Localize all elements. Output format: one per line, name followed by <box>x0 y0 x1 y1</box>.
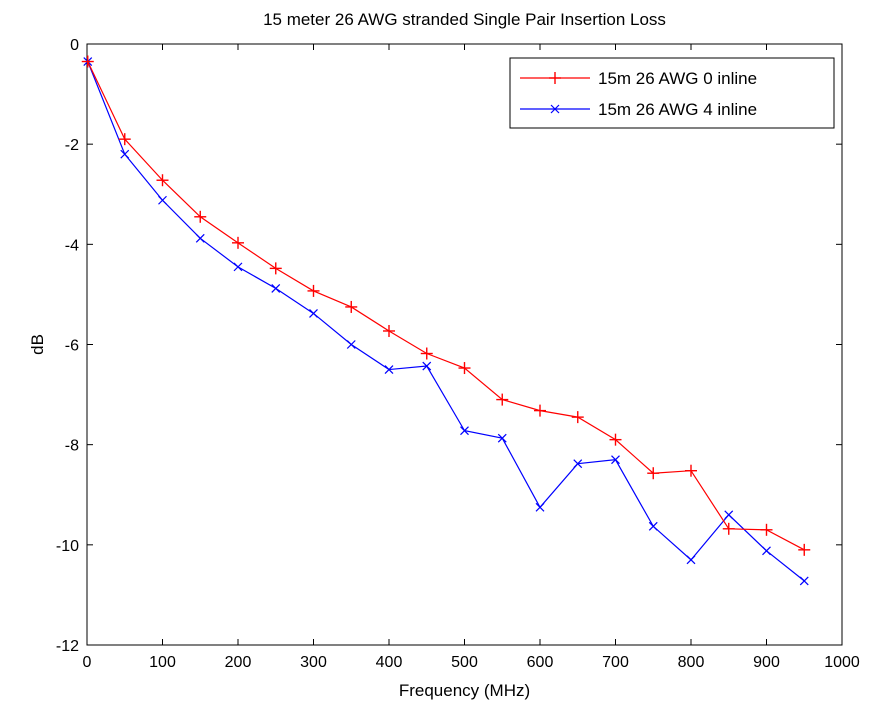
data-point <box>571 411 584 424</box>
data-point <box>573 459 583 469</box>
data-point <box>118 133 131 146</box>
data-point <box>81 55 94 68</box>
y-tick-label: 0 <box>70 37 79 54</box>
legend-entries: 15m 26 AWG 0 inline 15m 26 AWG 4 inline <box>520 69 757 119</box>
x-tick-label: 800 <box>678 654 705 671</box>
x-tick-label: 700 <box>602 654 629 671</box>
data-point <box>534 404 546 417</box>
x-tick-label: 900 <box>753 654 780 671</box>
legend: 15m 26 AWG 0 inline 15m 26 AWG 4 inline <box>509 57 835 129</box>
y-axis-label: dB <box>28 334 47 355</box>
series-layer <box>81 55 811 586</box>
x-tick-label: 1000 <box>824 654 860 671</box>
x-tick-label: 200 <box>225 654 252 671</box>
legend-marker <box>549 72 561 84</box>
data-point <box>609 433 622 446</box>
legend-entry: 15m 26 AWG 0 inline <box>520 69 757 88</box>
x-axis-ticks: 0 100 200 300 400 500 600 700 800 900 1000 <box>83 44 860 671</box>
y-tick-label: -12 <box>56 638 79 655</box>
data-point <box>760 523 773 536</box>
legend-label: 15m 26 AWG 0 inline <box>598 69 757 88</box>
data-point <box>232 236 244 249</box>
x-tick-label: 300 <box>300 654 327 671</box>
chart-title: 15 meter 26 AWG stranded Single Pair Ins… <box>263 10 666 29</box>
x-axis-label: Frequency (MHz) <box>399 681 530 700</box>
data-point <box>798 543 811 556</box>
x-tick-label: 500 <box>451 654 478 671</box>
data-point <box>535 502 545 512</box>
data-point <box>762 546 771 556</box>
y-tick-label: -2 <box>65 137 79 154</box>
data-point <box>497 433 507 443</box>
data-point <box>269 262 282 275</box>
data-point <box>156 174 169 187</box>
legend-marker <box>550 104 560 114</box>
data-point <box>458 362 471 375</box>
data-point <box>799 576 809 586</box>
data-point <box>120 149 130 159</box>
legend-label: 15m 26 AWG 4 inline <box>598 100 757 119</box>
plot-area <box>86 43 843 646</box>
y-axis-ticks: 0 -2 -4 -6 -8 -10 -12 <box>56 37 842 655</box>
data-point <box>345 300 358 313</box>
legend-entry: 15m 26 AWG 4 inline <box>520 100 757 119</box>
data-point <box>422 361 432 371</box>
x-tick-label: 600 <box>527 654 554 671</box>
data-point <box>460 426 469 436</box>
data-point <box>648 521 658 531</box>
data-point <box>686 555 696 565</box>
series-red <box>81 55 811 556</box>
data-point <box>647 467 660 480</box>
data-point <box>384 365 394 374</box>
series-line <box>87 61 805 551</box>
data-point <box>307 284 320 297</box>
data-point <box>724 510 734 520</box>
series-line <box>87 61 805 582</box>
y-tick-label: -8 <box>65 438 79 455</box>
x-tick-label: 100 <box>149 654 176 671</box>
data-point <box>420 347 433 360</box>
legend-box <box>509 57 835 129</box>
data-point <box>271 283 281 293</box>
data-point <box>496 393 509 406</box>
series-blue <box>83 57 809 586</box>
data-point <box>309 309 318 318</box>
data-point <box>233 262 243 272</box>
y-tick-label: -4 <box>65 237 79 254</box>
data-point <box>346 340 356 349</box>
data-point <box>158 195 167 205</box>
x-tick-label: 400 <box>376 654 403 671</box>
data-point <box>685 464 697 477</box>
data-point <box>722 522 735 535</box>
data-point <box>383 324 395 337</box>
data-point <box>611 455 620 465</box>
y-tick-label: -6 <box>65 338 79 355</box>
data-point <box>195 233 205 243</box>
y-tick-label: -10 <box>56 538 79 555</box>
x-tick-label: 0 <box>83 654 92 671</box>
data-point <box>194 210 207 223</box>
